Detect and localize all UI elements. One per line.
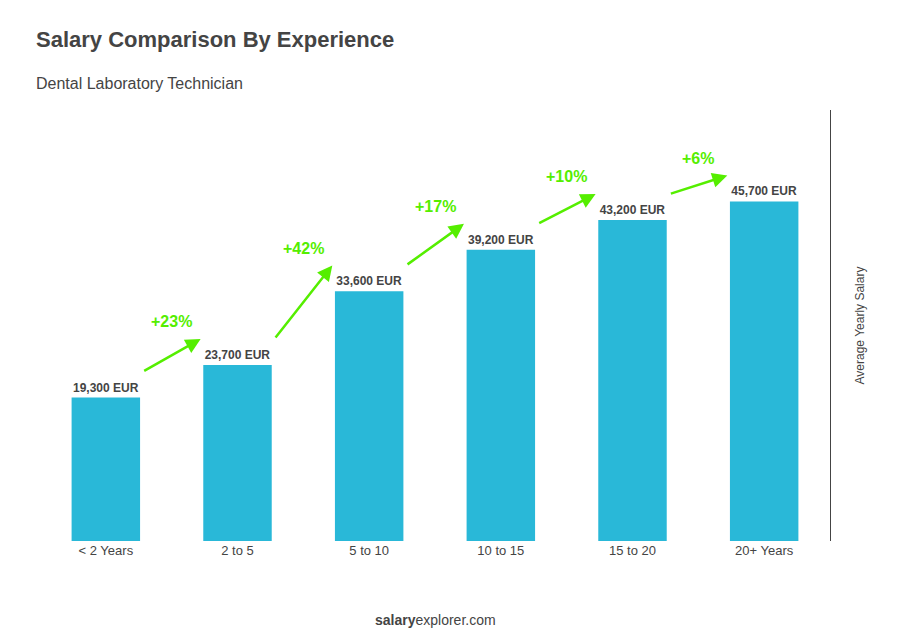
svg-text:39,200 EUR: 39,200 EUR <box>468 233 534 247</box>
svg-text:19,300 EUR: 19,300 EUR <box>73 381 139 395</box>
svg-text:+23%: +23% <box>151 313 192 330</box>
svg-text:+42%: +42% <box>283 240 324 257</box>
svg-text:+17%: +17% <box>415 198 456 215</box>
svg-text:33,600 EUR: 33,600 EUR <box>336 274 402 288</box>
svg-text:43,200 EUR: 43,200 EUR <box>600 203 666 217</box>
svg-text:+10%: +10% <box>546 168 587 185</box>
svg-text:Dental Laboratory Technician: Dental Laboratory Technician <box>36 75 243 92</box>
svg-text:+6%: +6% <box>682 150 714 167</box>
svg-text:23,700 EUR: 23,700 EUR <box>205 348 271 362</box>
svg-text:15 to 20: 15 to 20 <box>609 543 656 558</box>
svg-text:5 to 10: 5 to 10 <box>349 543 389 558</box>
svg-text:Salary Comparison By Experienc: Salary Comparison By Experience <box>36 27 394 52</box>
svg-text:45,700 EUR: 45,700 EUR <box>731 184 797 198</box>
svg-text:10 to 15: 10 to 15 <box>477 543 524 558</box>
svg-text:Average Yearly Salary: Average Yearly Salary <box>853 267 867 385</box>
svg-text:salaryexplorer.com: salaryexplorer.com <box>375 612 496 628</box>
svg-text:20+ Years: 20+ Years <box>735 543 794 558</box>
svg-text:2 to 5: 2 to 5 <box>221 543 254 558</box>
svg-text:< 2 Years: < 2 Years <box>79 543 134 558</box>
